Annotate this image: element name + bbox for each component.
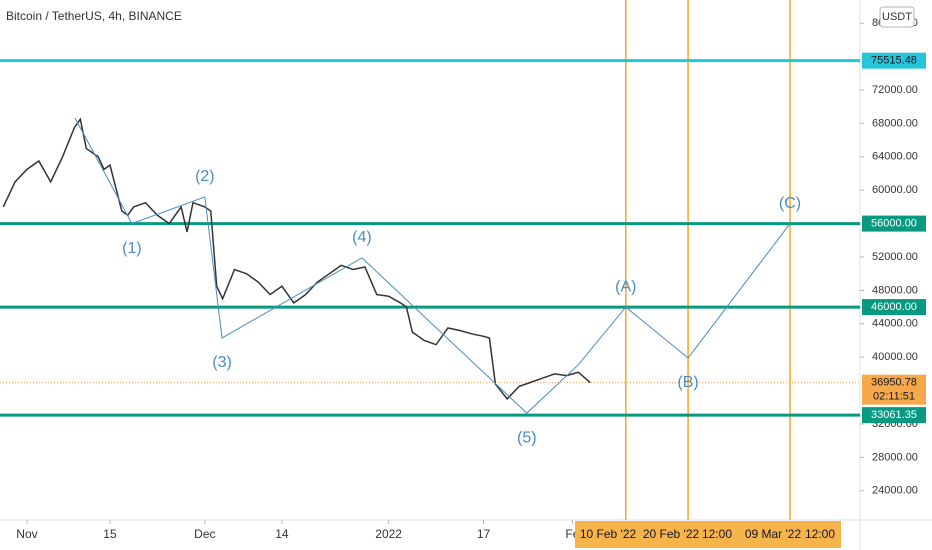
level-label: 56000.00	[871, 218, 917, 230]
wave-label: (5)	[517, 429, 537, 446]
level-label-box	[862, 299, 926, 316]
price-line	[2, 117, 591, 401]
time-label: 20 Feb '22	[643, 527, 700, 541]
y-tick-label: 44000.00	[872, 318, 918, 330]
wave-label: (C)	[779, 195, 801, 212]
wave-label: (4)	[352, 229, 372, 246]
wave-line	[74, 117, 791, 414]
current-price-label: 36950.78	[871, 377, 917, 389]
y-tick-label: 24000.00	[872, 485, 918, 497]
currency-label: USDT	[882, 11, 912, 23]
time-label: 12:00	[805, 527, 835, 541]
wave-label: (B)	[677, 374, 698, 391]
x-tick-label: 14	[275, 527, 289, 541]
y-tick-label: 68000.00	[872, 117, 918, 129]
wave-label: (3)	[212, 354, 232, 371]
level-label-box	[862, 407, 926, 424]
level-label: 46000.00	[871, 301, 917, 313]
y-tick-label: 48000.00	[872, 284, 918, 296]
y-tick-label: 60000.00	[872, 184, 918, 196]
time-label: 10 Feb '22	[580, 527, 637, 541]
y-tick-label: 64000.00	[872, 151, 918, 163]
level-label-box	[862, 52, 926, 69]
y-tick-label: 28000.00	[872, 451, 918, 463]
wave-label: (2)	[195, 168, 215, 185]
time-range-box	[575, 521, 841, 548]
x-tick-label: 15	[103, 527, 117, 541]
y-tick-label: 72000.00	[872, 84, 918, 96]
currency-badge	[879, 6, 915, 28]
time-label: 09 Mar '22	[745, 527, 802, 541]
level-label-box	[862, 215, 926, 232]
time-label: 12:00	[702, 527, 732, 541]
y-tick-label: 52000.00	[872, 251, 918, 263]
wave-label: (A)	[615, 278, 636, 295]
level-label: 33061.35	[871, 409, 917, 421]
x-tick-label: 17	[477, 527, 491, 541]
level-label: 75515.48	[871, 55, 917, 67]
current-price-box	[862, 374, 926, 405]
countdown: 02:11:51	[873, 391, 915, 403]
chart-title: Bitcoin / TetherUS, 4h, BINANCE	[6, 9, 182, 23]
x-tick-label: Dec	[194, 527, 215, 541]
wave-label: (1)	[122, 240, 142, 257]
y-tick-label: 40000.00	[872, 351, 918, 363]
x-tick-label: 2022	[375, 527, 402, 541]
x-tick-label: Nov	[16, 527, 37, 541]
